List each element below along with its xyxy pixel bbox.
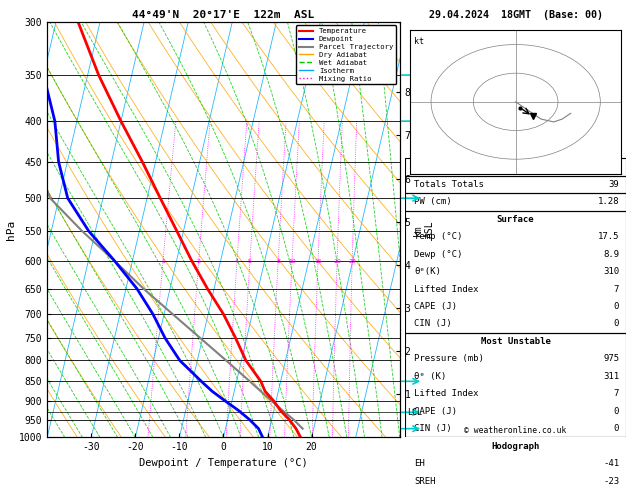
Text: Temp (°C): Temp (°C) <box>415 232 463 241</box>
Text: 1: 1 <box>161 259 165 263</box>
Text: K: K <box>415 162 420 172</box>
Text: EH: EH <box>415 459 425 468</box>
Text: -41: -41 <box>603 459 619 468</box>
Text: Hodograph: Hodograph <box>491 442 540 451</box>
Y-axis label: km
ASL: km ASL <box>413 221 435 239</box>
Text: LCL: LCL <box>407 408 422 417</box>
Bar <box>406 193 626 210</box>
Text: Lifted Index: Lifted Index <box>415 285 479 294</box>
Text: 0: 0 <box>614 407 619 416</box>
Bar <box>406 333 626 437</box>
Text: 5: 5 <box>248 259 252 263</box>
Text: 310: 310 <box>603 267 619 276</box>
Y-axis label: hPa: hPa <box>6 220 16 240</box>
Legend: Temperature, Dewpoint, Parcel Trajectory, Dry Adiabat, Wet Adiabat, Isotherm, Mi: Temperature, Dewpoint, Parcel Trajectory… <box>296 25 396 85</box>
Text: Pressure (mb): Pressure (mb) <box>415 354 484 364</box>
Text: Most Unstable: Most Unstable <box>481 337 550 346</box>
Text: 8: 8 <box>276 259 280 263</box>
Bar <box>406 210 626 333</box>
Text: PW (cm): PW (cm) <box>415 197 452 206</box>
Text: © weatheronline.co.uk: © weatheronline.co.uk <box>464 426 567 435</box>
Text: 0: 0 <box>614 319 619 329</box>
Text: 7: 7 <box>614 389 619 398</box>
Text: 8.9: 8.9 <box>603 250 619 259</box>
Bar <box>406 158 626 175</box>
Title: 44°49'N  20°17'E  122m  ASL: 44°49'N 20°17'E 122m ASL <box>132 10 314 20</box>
Bar <box>406 437 626 486</box>
Text: 0: 0 <box>614 424 619 433</box>
Title: 29.04.2024  18GMT  (Base: 00): 29.04.2024 18GMT (Base: 00) <box>429 10 603 20</box>
Text: Dewp (°C): Dewp (°C) <box>415 250 463 259</box>
Text: 10: 10 <box>288 259 296 263</box>
Text: Lifted Index: Lifted Index <box>415 389 479 398</box>
X-axis label: Dewpoint / Temperature (°C): Dewpoint / Temperature (°C) <box>139 458 308 468</box>
Text: CAPE (J): CAPE (J) <box>415 302 457 311</box>
Text: θᵉ (K): θᵉ (K) <box>415 372 447 381</box>
Text: 20: 20 <box>333 259 341 263</box>
Text: 0: 0 <box>614 302 619 311</box>
Bar <box>406 175 626 193</box>
Text: CIN (J): CIN (J) <box>415 319 452 329</box>
Text: θᵉ(K): θᵉ(K) <box>415 267 441 276</box>
Text: 17.5: 17.5 <box>598 232 619 241</box>
Text: -23: -23 <box>603 477 619 486</box>
Text: kt: kt <box>414 37 424 46</box>
Text: 25: 25 <box>348 259 356 263</box>
Text: 4: 4 <box>235 259 239 263</box>
Text: Surface: Surface <box>497 215 535 224</box>
Text: 1.28: 1.28 <box>598 197 619 206</box>
Text: 15: 15 <box>314 259 322 263</box>
Text: 975: 975 <box>603 354 619 364</box>
Text: 2: 2 <box>197 259 201 263</box>
Text: 7: 7 <box>614 285 619 294</box>
Text: Totals Totals: Totals Totals <box>415 180 484 189</box>
Text: SREH: SREH <box>415 477 436 486</box>
Text: 311: 311 <box>603 372 619 381</box>
Text: CAPE (J): CAPE (J) <box>415 407 457 416</box>
Text: CIN (J): CIN (J) <box>415 424 452 433</box>
Text: 39: 39 <box>608 180 619 189</box>
Text: -5: -5 <box>608 162 619 172</box>
